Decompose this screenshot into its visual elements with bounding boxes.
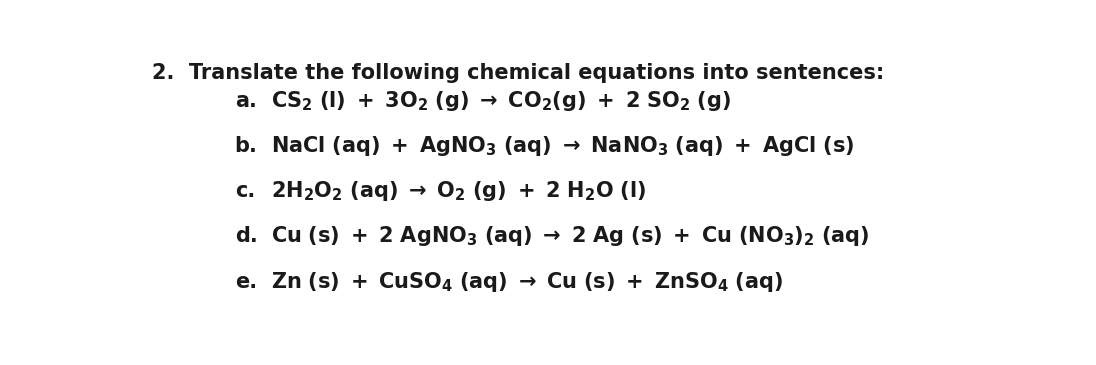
Text: $\mathbf{2H_2O_2\ (aq)\ \rightarrow\ O_2\ (g)\ +\ 2\ H_2O\ (l)}$: $\mathbf{2H_2O_2\ (aq)\ \rightarrow\ O_2… <box>271 179 647 203</box>
Text: c.: c. <box>235 181 255 201</box>
Text: b.: b. <box>235 136 258 156</box>
Text: $\mathbf{Cu\ (s)\ +\ 2\ AgNO_3\ (aq)\ \rightarrow\ 2\ Ag\ (s)\ +\ Cu\ (NO_3)_2\ : $\mathbf{Cu\ (s)\ +\ 2\ AgNO_3\ (aq)\ \r… <box>271 224 870 248</box>
Text: $\mathbf{NaCl\ (aq)\ +\ AgNO_3\ (aq)\ \rightarrow\ NaNO_3\ (aq)\ +\ AgCl\ (s)}$: $\mathbf{NaCl\ (aq)\ +\ AgNO_3\ (aq)\ \r… <box>271 134 855 158</box>
Text: 2.  Translate the following chemical equations into sentences:: 2. Translate the following chemical equa… <box>152 64 884 84</box>
Text: $\mathbf{CS_2\ (l)\ +\ 3O_2\ (g)\ \rightarrow\ CO_2(g)\ +\ 2\ SO_2\ (g)}$: $\mathbf{CS_2\ (l)\ +\ 3O_2\ (g)\ \right… <box>271 89 731 113</box>
Text: e.: e. <box>235 272 256 292</box>
Text: d.: d. <box>235 226 258 246</box>
Text: a.: a. <box>235 91 256 111</box>
Text: $\mathbf{Zn\ (s)\ +\ CuSO_4\ (aq)\ \rightarrow\ Cu\ (s)\ +\ ZnSO_4\ (aq)}$: $\mathbf{Zn\ (s)\ +\ CuSO_4\ (aq)\ \righ… <box>271 270 784 294</box>
